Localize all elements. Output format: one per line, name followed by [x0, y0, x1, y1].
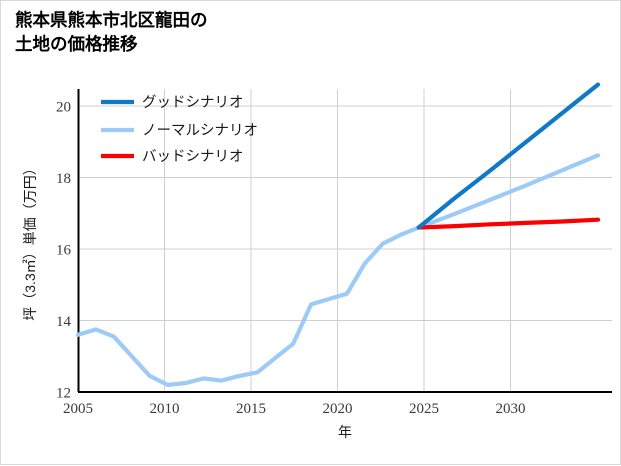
y-axis-title: 坪（3.3㎡）単価（万円）: [22, 161, 38, 320]
line-bad-scenario: [416, 217, 601, 230]
line-normal-scenario: [75, 153, 601, 387]
series-bad-scenario: [416, 217, 601, 230]
x-tick-2010: 2010: [150, 401, 180, 417]
y-tick-14: 14: [56, 314, 72, 330]
x-tick-2030: 2030: [496, 401, 526, 417]
gridlines: [78, 89, 612, 392]
legend-label-good: グッドシナリオ: [142, 94, 244, 111]
x-axis-title: 年: [338, 424, 352, 440]
y-tick-20: 20: [56, 100, 71, 116]
x-tick-2020: 2020: [323, 401, 353, 417]
series-good-scenario: [416, 82, 601, 230]
legend-label-normal: ノーマルシナリオ: [142, 123, 258, 139]
x-tick-2025: 2025: [409, 401, 439, 417]
legend-label-bad: バッドシナリオ: [142, 149, 244, 165]
y-tick-16: 16: [56, 243, 72, 259]
x-tick-labels: 2005 2010 2015 2020 2025 2030: [63, 401, 526, 417]
axis-spines: [77, 89, 612, 393]
y-tick-12: 12: [56, 386, 71, 402]
chart-legend: グッドシナリオ ノーマルシナリオ バッドシナリオ: [101, 94, 258, 165]
x-tick-2015: 2015: [236, 401, 266, 417]
line-good-scenario: [416, 82, 601, 230]
y-tick-18: 18: [56, 171, 71, 187]
y-tick-labels: 20 18 16 14 12: [56, 100, 72, 402]
chart-title: 熊本県熊本市北区龍田の 土地の価格推移: [15, 10, 208, 54]
x-tick-2005: 2005: [63, 401, 93, 417]
series-normal-scenario: [75, 153, 601, 387]
